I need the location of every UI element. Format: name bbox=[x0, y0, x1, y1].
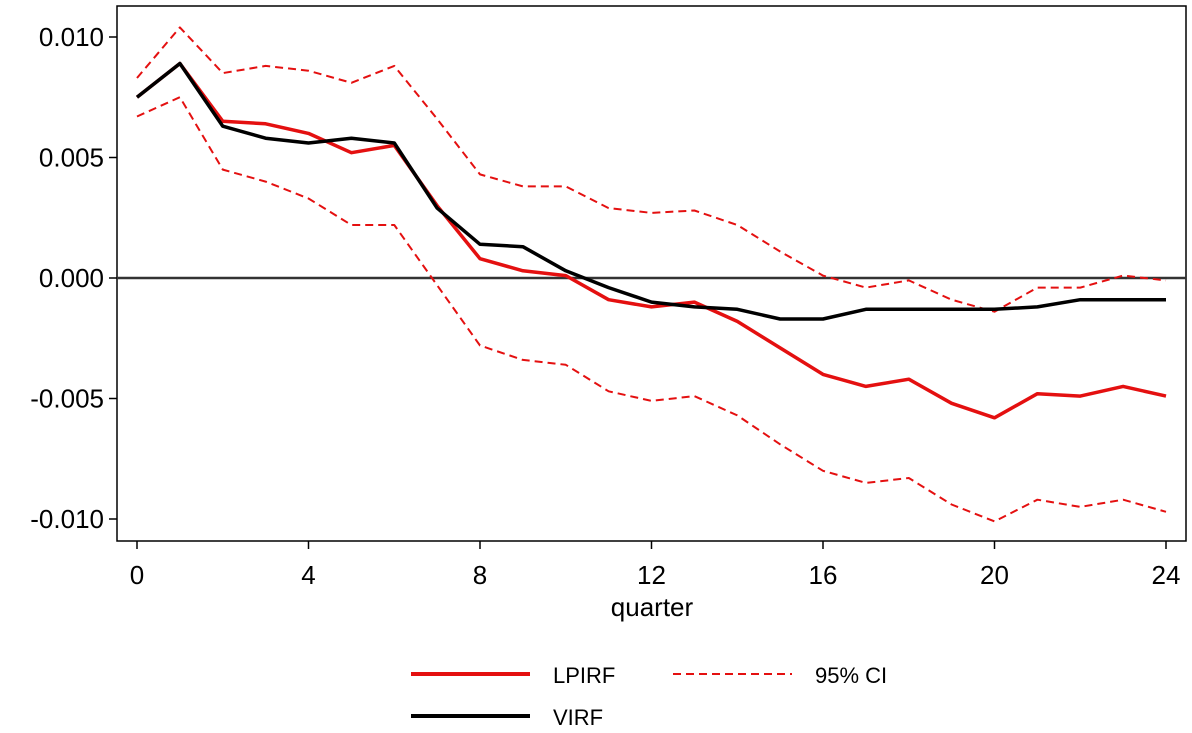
x-tick-label: 4 bbox=[301, 560, 315, 590]
y-tick-label: 0.005 bbox=[39, 143, 104, 173]
series-layer bbox=[135, 26, 1167, 523]
y-tick-label: -0.005 bbox=[30, 384, 104, 414]
y-axis: 0.010 0.005 0.000 -0.005 -0.010 bbox=[30, 22, 117, 534]
series-line-95-ci bbox=[136, 26, 1167, 313]
x-axis-label: quarter bbox=[611, 592, 694, 622]
x-tick-label: 8 bbox=[473, 560, 487, 590]
plot-frame bbox=[116, 5, 1187, 542]
legend-label-virf: VIRF bbox=[553, 705, 603, 730]
series-line-virf bbox=[135, 61, 1166, 321]
legend-label-ci: 95% CI bbox=[815, 663, 887, 688]
legend: LPIRF 95% CI VIRF bbox=[411, 663, 887, 730]
series-line-95-ci-lower bbox=[136, 96, 1167, 523]
y-tick-label: -0.010 bbox=[30, 504, 104, 534]
x-tick-label: 20 bbox=[980, 560, 1009, 590]
x-axis: 0 4 8 12 16 20 24 bbox=[130, 541, 1181, 590]
x-tick-label: 12 bbox=[637, 560, 666, 590]
y-tick-label: 0.000 bbox=[39, 263, 104, 293]
y-tick-label: 0.010 bbox=[39, 22, 104, 52]
x-tick-label: 16 bbox=[809, 560, 838, 590]
x-tick-label: 0 bbox=[130, 560, 144, 590]
series-line-lpirf bbox=[135, 61, 1167, 420]
x-tick-label: 24 bbox=[1152, 560, 1181, 590]
legend-label-lpirf: LPIRF bbox=[553, 663, 615, 688]
